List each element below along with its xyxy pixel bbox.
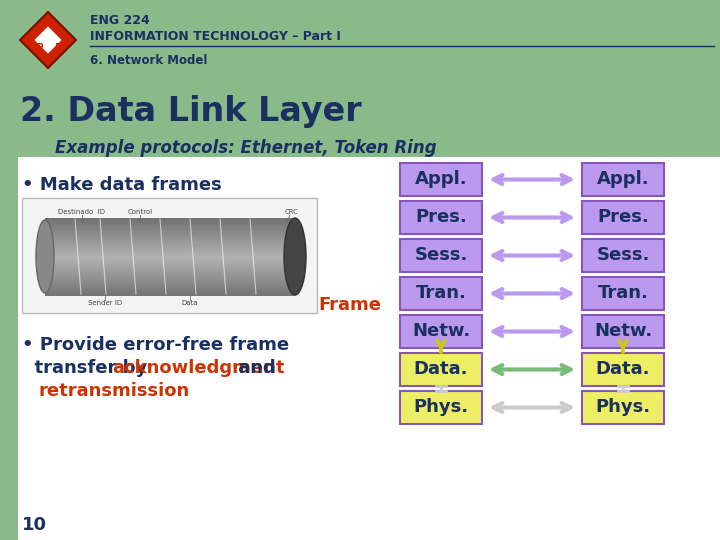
Text: P: P — [54, 44, 60, 52]
FancyBboxPatch shape — [45, 285, 295, 288]
FancyBboxPatch shape — [45, 280, 295, 282]
Text: Control: Control — [127, 209, 153, 215]
FancyBboxPatch shape — [45, 239, 295, 241]
FancyBboxPatch shape — [45, 232, 295, 234]
Text: Pres.: Pres. — [415, 208, 467, 226]
FancyBboxPatch shape — [582, 315, 664, 348]
Text: P: P — [36, 44, 42, 52]
Text: Frame: Frame — [318, 296, 381, 314]
FancyBboxPatch shape — [45, 226, 295, 228]
Text: INFORMATION TECHNOLOGY – Part I: INFORMATION TECHNOLOGY – Part I — [90, 30, 341, 43]
Text: CRC: CRC — [285, 209, 299, 215]
Text: Tran.: Tran. — [598, 285, 649, 302]
FancyBboxPatch shape — [45, 289, 295, 292]
FancyBboxPatch shape — [45, 287, 295, 290]
FancyBboxPatch shape — [45, 274, 295, 276]
Text: Data: Data — [181, 300, 198, 306]
FancyBboxPatch shape — [45, 262, 295, 265]
FancyBboxPatch shape — [582, 277, 664, 310]
FancyBboxPatch shape — [45, 259, 295, 261]
FancyBboxPatch shape — [45, 260, 295, 263]
FancyBboxPatch shape — [45, 237, 295, 240]
Ellipse shape — [36, 220, 54, 293]
Text: 10: 10 — [22, 516, 47, 534]
FancyBboxPatch shape — [45, 224, 295, 226]
Text: P: P — [54, 28, 60, 37]
Text: Example protocols: Ethernet, Token Ring: Example protocols: Ethernet, Token Ring — [55, 139, 436, 157]
Text: Sess.: Sess. — [414, 246, 468, 265]
FancyBboxPatch shape — [0, 157, 18, 540]
FancyBboxPatch shape — [582, 201, 664, 234]
FancyBboxPatch shape — [45, 218, 295, 220]
Text: • Provide error-free frame: • Provide error-free frame — [22, 336, 289, 354]
FancyBboxPatch shape — [45, 254, 295, 257]
Text: Sender ID: Sender ID — [88, 300, 122, 306]
FancyBboxPatch shape — [45, 293, 295, 295]
FancyBboxPatch shape — [45, 278, 295, 280]
Text: Phys.: Phys. — [595, 399, 651, 416]
Text: 2. Data Link Layer: 2. Data Link Layer — [20, 96, 361, 129]
FancyBboxPatch shape — [45, 247, 295, 249]
FancyBboxPatch shape — [582, 239, 664, 272]
FancyBboxPatch shape — [45, 251, 295, 253]
Polygon shape — [20, 12, 76, 68]
Text: and: and — [232, 359, 276, 377]
FancyBboxPatch shape — [45, 268, 295, 271]
Text: transfer by: transfer by — [22, 359, 153, 377]
FancyBboxPatch shape — [45, 253, 295, 255]
Ellipse shape — [284, 218, 306, 295]
FancyBboxPatch shape — [45, 228, 295, 230]
FancyBboxPatch shape — [582, 353, 664, 386]
FancyBboxPatch shape — [45, 233, 295, 236]
FancyBboxPatch shape — [45, 272, 295, 274]
FancyBboxPatch shape — [45, 245, 295, 247]
FancyBboxPatch shape — [45, 249, 295, 251]
FancyBboxPatch shape — [45, 276, 295, 278]
FancyBboxPatch shape — [45, 243, 295, 246]
Text: Tran.: Tran. — [415, 285, 467, 302]
FancyBboxPatch shape — [582, 391, 664, 424]
Text: • Make data frames: • Make data frames — [22, 176, 222, 194]
Text: Appl.: Appl. — [415, 171, 467, 188]
FancyBboxPatch shape — [400, 239, 482, 272]
Text: Data.: Data. — [414, 361, 468, 379]
Text: Pres.: Pres. — [597, 208, 649, 226]
Text: Sess.: Sess. — [596, 246, 649, 265]
FancyBboxPatch shape — [400, 315, 482, 348]
FancyBboxPatch shape — [400, 201, 482, 234]
Text: P: P — [36, 28, 42, 37]
FancyBboxPatch shape — [45, 264, 295, 267]
Text: Destinado  ID: Destinado ID — [58, 209, 106, 215]
FancyBboxPatch shape — [400, 163, 482, 196]
Text: ENG 224: ENG 224 — [90, 14, 150, 26]
FancyBboxPatch shape — [45, 291, 295, 294]
FancyBboxPatch shape — [45, 266, 295, 268]
FancyBboxPatch shape — [45, 284, 295, 286]
Text: Data.: Data. — [595, 361, 650, 379]
FancyBboxPatch shape — [400, 391, 482, 424]
FancyBboxPatch shape — [45, 220, 295, 222]
Text: Phys.: Phys. — [413, 399, 469, 416]
FancyBboxPatch shape — [45, 241, 295, 244]
Text: Netw.: Netw. — [412, 322, 470, 341]
Text: Appl.: Appl. — [597, 171, 649, 188]
Text: 6. Network Model: 6. Network Model — [90, 53, 207, 66]
FancyBboxPatch shape — [400, 277, 482, 310]
FancyBboxPatch shape — [45, 222, 295, 224]
FancyBboxPatch shape — [45, 256, 295, 259]
FancyBboxPatch shape — [22, 198, 317, 313]
Polygon shape — [33, 25, 63, 55]
FancyBboxPatch shape — [45, 281, 295, 284]
FancyBboxPatch shape — [45, 230, 295, 232]
FancyBboxPatch shape — [582, 163, 664, 196]
FancyBboxPatch shape — [45, 270, 295, 272]
FancyBboxPatch shape — [45, 235, 295, 238]
Text: retransmission: retransmission — [38, 382, 189, 400]
FancyBboxPatch shape — [400, 353, 482, 386]
Text: Netw.: Netw. — [594, 322, 652, 341]
Text: acknowledgment: acknowledgment — [112, 359, 284, 377]
FancyBboxPatch shape — [18, 157, 720, 540]
